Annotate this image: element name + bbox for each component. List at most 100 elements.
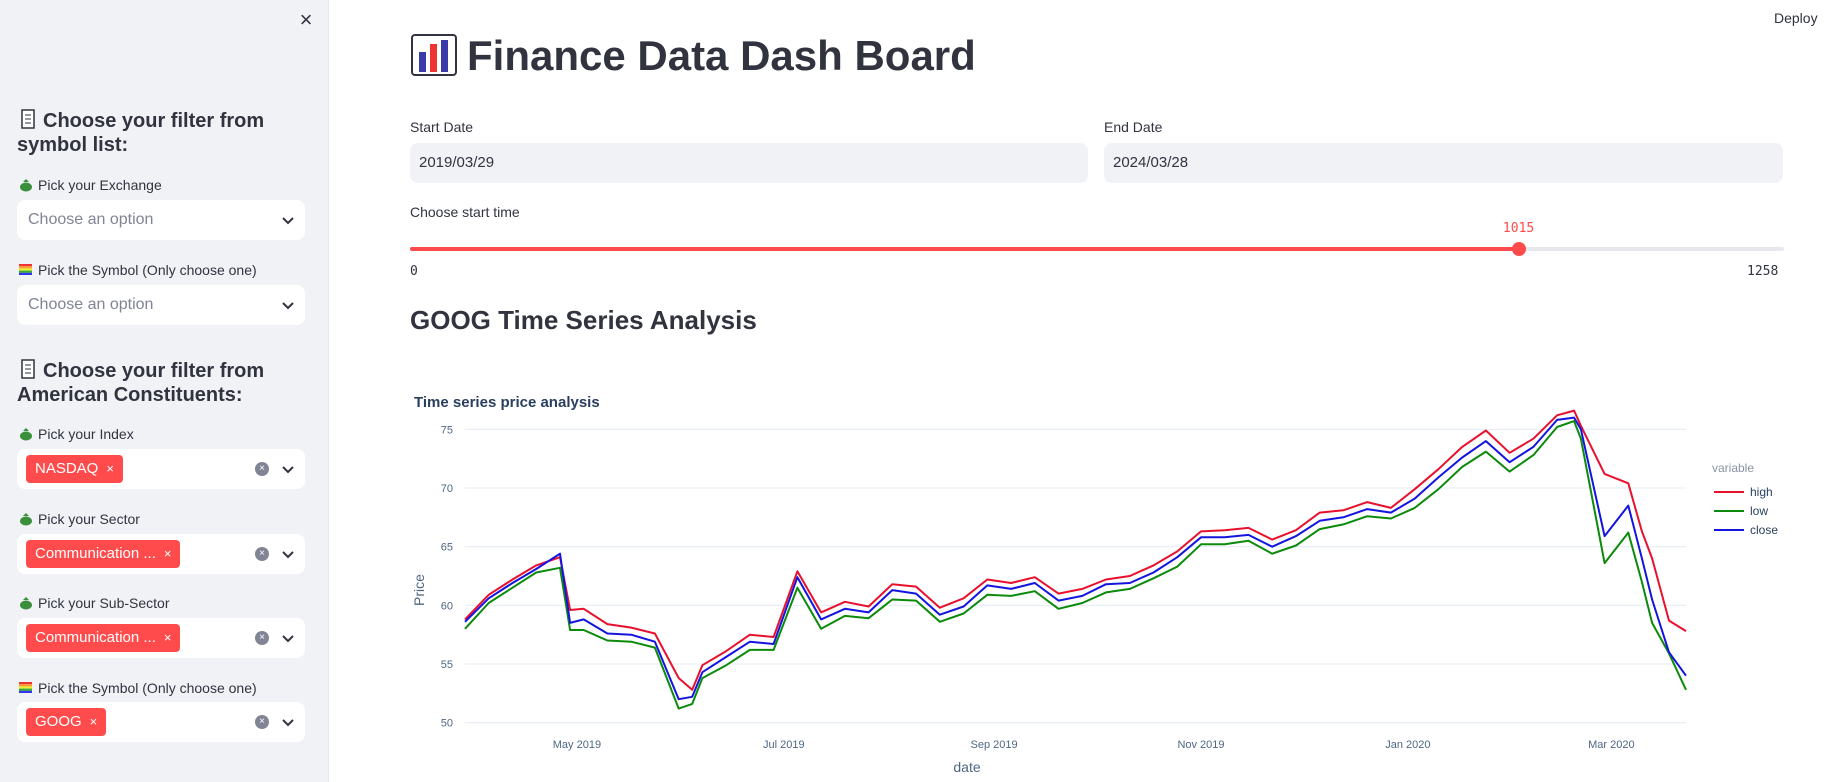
series-line-close: [464, 416, 1687, 701]
symbol2-label: Pick the Symbol (Only choose one): [18, 679, 257, 697]
legend-item-low[interactable]: low: [1750, 504, 1768, 518]
y-tick-label: 65: [441, 542, 453, 554]
slider-value: 1015: [1502, 221, 1535, 236]
sidebar-heading-symbol-list: Choose your filter from symbol list:: [17, 108, 282, 157]
chart-title: Time series price analysis: [414, 394, 600, 411]
money-bag-icon: [20, 597, 32, 610]
chevron-down-icon[interactable]: [281, 715, 295, 729]
slider-min-label: 0: [410, 264, 418, 279]
chart-series: [464, 409, 1687, 710]
x-tick-labels: May 2019 Jul 2019 Sep 2019 Nov 2019 Jan 2020…: [553, 739, 1635, 751]
money-bag-icon: [20, 179, 32, 192]
start-date-label: Start Date: [410, 119, 474, 135]
index-label: Pick your Index: [18, 425, 134, 443]
symbol-label: Pick the Symbol (Only choose one): [18, 261, 257, 279]
end-date-label: End Date: [1104, 119, 1163, 135]
x-tick-label: Jul 2019: [763, 739, 805, 751]
series-line-low: [464, 420, 1687, 710]
chevron-down-icon[interactable]: [281, 213, 295, 227]
symbol2-label-text: Pick the Symbol (Only choose one): [38, 680, 257, 696]
sector-tag-text: Communication ...: [35, 545, 156, 562]
x-axis-label: date: [953, 759, 980, 775]
symbol-label-text: Pick the Symbol (Only choose one): [38, 262, 257, 278]
sector-label: Pick your Sector: [18, 510, 140, 528]
scroll-icon: [21, 109, 35, 129]
scroll-icon: [21, 359, 35, 379]
bar-chart-icon: [411, 34, 457, 76]
sidebar-heading-text: Choose your filter from symbol list:: [17, 110, 265, 156]
x-tick-label: Jan 2020: [1385, 739, 1430, 751]
exchange-label-text: Pick your Exchange: [38, 177, 162, 193]
start-time-slider[interactable]: 1015: [410, 221, 1784, 256]
y-tick-label: 70: [441, 483, 453, 495]
slider-max-label: 1258: [1747, 264, 1779, 279]
sector-tag: Communication ... ×: [26, 540, 181, 568]
exchange-label: Pick your Exchange: [18, 176, 162, 194]
price-chart: Time series price analysis 757065605550 …: [411, 394, 1778, 775]
symbol-select[interactable]: Choose an option: [17, 285, 305, 325]
chevron-down-icon[interactable]: [281, 631, 295, 645]
page-title: Finance Data Dash Board: [411, 30, 976, 82]
y-tick-labels: 75 70 65 60 55 50: [441, 424, 453, 729]
deploy-button[interactable]: Deploy: [1774, 10, 1818, 26]
clear-icon[interactable]: ×: [255, 462, 269, 476]
x-tick-label: Mar 2020: [1588, 739, 1634, 751]
clear-icon[interactable]: ×: [255, 715, 269, 729]
legend-title: variable: [1712, 461, 1754, 475]
page-title-text: Finance Data Dash Board: [467, 32, 976, 79]
y-tick-label: 60: [441, 600, 453, 612]
clear-icon[interactable]: ×: [255, 547, 269, 561]
remove-tag-icon[interactable]: ×: [163, 630, 172, 645]
slider-fill: [410, 247, 1519, 251]
symbol2-tag-text: GOOG: [35, 713, 82, 730]
sector-multiselect[interactable]: Communication ... × ×: [17, 534, 305, 574]
money-bag-icon: [20, 513, 32, 526]
subsector-label-text: Pick your Sub-Sector: [38, 595, 170, 611]
legend-item-close[interactable]: close: [1750, 523, 1778, 537]
x-tick-label: Sep 2019: [971, 739, 1018, 751]
slider-label: Choose start time: [410, 204, 520, 220]
sidebar: × Choose your filter from symbol list: P…: [0, 0, 329, 782]
subsector-multiselect[interactable]: Communication ... × ×: [17, 618, 305, 658]
end-date-input[interactable]: 2024/03/28: [1104, 143, 1783, 183]
section-title: GOOG Time Series Analysis: [410, 305, 757, 335]
sector-label-text: Pick your Sector: [38, 511, 140, 527]
remove-tag-icon[interactable]: ×: [163, 546, 172, 561]
chevron-down-icon[interactable]: [281, 462, 295, 476]
index-tag-text: NASDAQ: [35, 460, 99, 477]
remove-tag-icon[interactable]: ×: [89, 714, 98, 729]
y-tick-label: 55: [441, 659, 453, 671]
chevron-down-icon[interactable]: [281, 547, 295, 561]
y-tick-label: 75: [441, 424, 453, 436]
subsector-tag: Communication ... ×: [26, 624, 181, 652]
index-multiselect[interactable]: NASDAQ × ×: [17, 449, 305, 489]
slider-thumb[interactable]: [1511, 242, 1526, 256]
symbol2-tag: GOOG ×: [26, 708, 107, 736]
series-line-high: [464, 409, 1687, 691]
legend-item-high[interactable]: high: [1750, 485, 1773, 499]
y-tick-label: 50: [441, 718, 453, 730]
y-axis-label: Price: [411, 574, 427, 606]
sidebar-heading-constituents: Choose your filter from American Constit…: [17, 358, 282, 407]
exchange-select-placeholder: Choose an option: [28, 211, 154, 228]
index-tag: NASDAQ ×: [26, 455, 123, 483]
start-date-input[interactable]: 2019/03/29: [410, 143, 1088, 183]
sidebar-heading-text: Choose your filter from American Constit…: [17, 360, 265, 406]
symbol-select-placeholder: Choose an option: [28, 296, 154, 313]
clear-icon[interactable]: ×: [255, 631, 269, 645]
rainbow-flag-icon: [19, 264, 32, 275]
subsector-tag-text: Communication ...: [35, 629, 156, 646]
exchange-select[interactable]: Choose an option: [17, 200, 305, 240]
chevron-down-icon[interactable]: [281, 298, 295, 312]
remove-tag-icon[interactable]: ×: [106, 461, 114, 476]
chart-legend: variable high low close: [1712, 461, 1778, 537]
x-tick-label: Nov 2019: [1177, 739, 1224, 751]
subsector-label: Pick your Sub-Sector: [18, 594, 170, 612]
rainbow-flag-icon: [19, 682, 32, 693]
chart-grid: [465, 428, 1686, 724]
index-label-text: Pick your Index: [38, 426, 134, 442]
symbol2-multiselect[interactable]: GOOG × ×: [17, 702, 305, 742]
close-sidebar-button[interactable]: ×: [299, 7, 313, 32]
x-tick-label: May 2019: [553, 739, 601, 751]
money-bag-icon: [20, 428, 32, 441]
